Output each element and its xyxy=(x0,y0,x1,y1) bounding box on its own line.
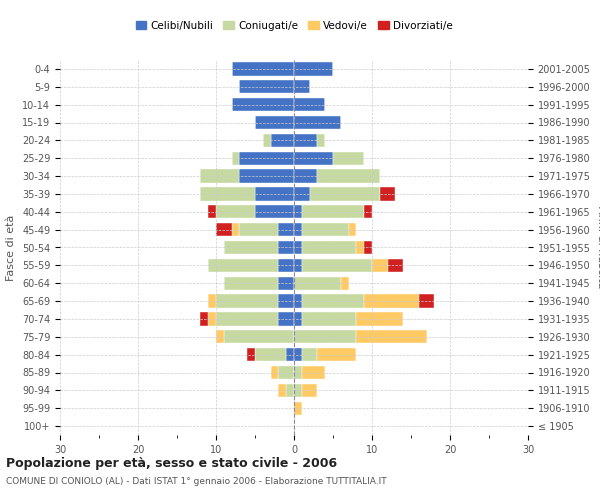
Bar xyxy=(239,152,294,165)
Bar xyxy=(294,80,310,94)
Bar xyxy=(278,384,286,397)
Bar xyxy=(349,223,356,236)
Bar xyxy=(302,384,317,397)
Bar xyxy=(294,187,310,200)
Bar xyxy=(302,205,364,218)
Bar xyxy=(294,384,302,397)
Bar xyxy=(286,348,294,362)
Bar xyxy=(317,348,356,362)
Bar xyxy=(317,170,380,183)
Legend: Celibi/Nubili, Coniugati/e, Vedovi/e, Divorziati/e: Celibi/Nubili, Coniugati/e, Vedovi/e, Di… xyxy=(131,16,457,35)
Bar xyxy=(364,241,372,254)
Bar xyxy=(224,330,294,344)
Bar xyxy=(239,170,294,183)
Bar xyxy=(388,258,403,272)
Bar xyxy=(255,205,294,218)
Bar xyxy=(232,152,239,165)
Bar xyxy=(302,312,356,326)
Bar xyxy=(356,330,427,344)
Bar xyxy=(294,276,341,290)
Bar xyxy=(278,241,294,254)
Bar xyxy=(278,366,294,379)
Bar xyxy=(294,241,302,254)
Bar xyxy=(294,330,356,344)
Bar xyxy=(271,134,294,147)
Bar xyxy=(294,366,302,379)
Text: Popolazione per età, sesso e stato civile - 2006: Popolazione per età, sesso e stato civil… xyxy=(6,458,337,470)
Bar xyxy=(341,276,349,290)
Bar xyxy=(200,170,239,183)
Bar xyxy=(294,348,302,362)
Bar xyxy=(294,294,302,308)
Bar xyxy=(294,152,333,165)
Bar xyxy=(208,258,278,272)
Y-axis label: Fasce di età: Fasce di età xyxy=(7,214,16,280)
Bar xyxy=(302,223,349,236)
Bar xyxy=(255,187,294,200)
Bar xyxy=(278,312,294,326)
Bar xyxy=(294,205,302,218)
Bar xyxy=(216,330,224,344)
Bar xyxy=(224,276,278,290)
Bar xyxy=(278,258,294,272)
Bar xyxy=(294,134,317,147)
Bar xyxy=(232,223,239,236)
Bar xyxy=(372,258,388,272)
Bar xyxy=(232,98,294,112)
Bar xyxy=(278,276,294,290)
Bar xyxy=(302,294,364,308)
Bar xyxy=(294,170,317,183)
Bar xyxy=(286,384,294,397)
Bar xyxy=(208,294,216,308)
Bar xyxy=(356,241,364,254)
Bar xyxy=(294,62,333,76)
Bar xyxy=(302,348,317,362)
Bar xyxy=(317,134,325,147)
Bar xyxy=(294,98,325,112)
Bar xyxy=(356,312,403,326)
Bar xyxy=(232,62,294,76)
Y-axis label: Anni di nascita: Anni di nascita xyxy=(596,206,600,289)
Bar xyxy=(216,205,255,218)
Bar xyxy=(216,312,278,326)
Bar xyxy=(302,258,372,272)
Bar xyxy=(239,80,294,94)
Bar xyxy=(278,294,294,308)
Bar xyxy=(224,241,278,254)
Bar xyxy=(364,294,419,308)
Bar xyxy=(419,294,434,308)
Bar xyxy=(294,312,302,326)
Bar xyxy=(271,366,278,379)
Bar xyxy=(200,312,208,326)
Bar xyxy=(200,187,255,200)
Bar xyxy=(239,223,278,236)
Bar xyxy=(216,294,278,308)
Bar xyxy=(380,187,395,200)
Bar xyxy=(263,134,271,147)
Bar xyxy=(294,402,302,415)
Bar xyxy=(208,312,216,326)
Bar xyxy=(255,348,286,362)
Bar xyxy=(247,348,255,362)
Bar xyxy=(208,205,216,218)
Bar xyxy=(302,366,325,379)
Bar xyxy=(278,223,294,236)
Bar xyxy=(302,241,356,254)
Bar xyxy=(294,116,341,129)
Text: COMUNE DI CONIOLO (AL) - Dati ISTAT 1° gennaio 2006 - Elaborazione TUTTITALIA.IT: COMUNE DI CONIOLO (AL) - Dati ISTAT 1° g… xyxy=(6,478,386,486)
Bar xyxy=(216,223,232,236)
Bar xyxy=(310,187,380,200)
Bar xyxy=(333,152,364,165)
Bar xyxy=(255,116,294,129)
Bar xyxy=(364,205,372,218)
Bar xyxy=(294,258,302,272)
Bar xyxy=(294,223,302,236)
